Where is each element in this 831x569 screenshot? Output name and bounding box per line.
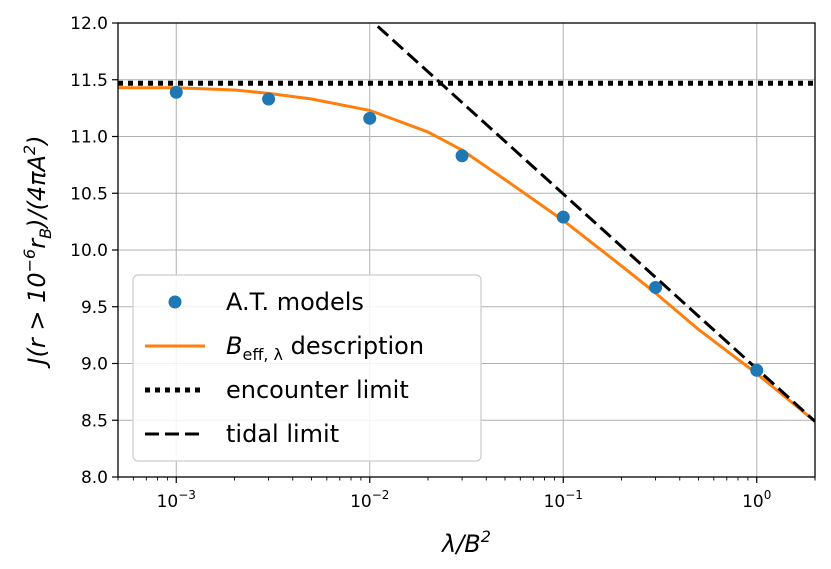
legend-label: tidal limit <box>226 420 339 448</box>
x-axis-label-exp: 2 <box>481 527 491 546</box>
y-tick-label: 11.5 <box>70 71 108 91</box>
y-axis-label-part: r <box>23 237 51 249</box>
y-axis-label-part: 2 <box>20 145 39 155</box>
legend-label: encounter limit <box>226 376 409 404</box>
series-line-3 <box>376 25 815 423</box>
x-tick-base: 10 <box>157 492 179 512</box>
legend-label-sub: eff, λ <box>242 345 283 364</box>
data-point <box>262 92 276 106</box>
legend: A.T. models Beff, λ description encounter … <box>132 274 482 462</box>
legend-label: Beff, λ description <box>226 332 424 364</box>
y-tick-label: 8.0 <box>81 468 108 488</box>
y-axis-label-part: J(r > 10 <box>23 272 51 368</box>
y-tick-label: 8.5 <box>81 411 108 431</box>
ticks: 8.08.59.09.510.010.511.011.512.010−3 10−2… <box>70 14 816 512</box>
axis-labels: λ/B2J(r > 10−6rB)/(4πA2) <box>20 135 491 558</box>
x-tick-base: 10 <box>544 492 566 512</box>
y-tick-label: 9.0 <box>81 355 108 375</box>
legend-label-main: B <box>226 332 242 360</box>
y-axis-label: J(r > 10−6rB)/(4πA2) <box>20 135 55 368</box>
y-tick-label: 10.5 <box>70 184 108 204</box>
x-axis-label-main: λ/B <box>440 530 481 558</box>
y-axis-label-part: B <box>36 228 55 239</box>
legend-label-rest: description <box>283 332 424 360</box>
x-tick-exponent: −3 <box>178 488 196 502</box>
x-tick-base: 10 <box>742 492 764 512</box>
data-point <box>363 111 377 125</box>
legend-label: A.T. models <box>226 288 364 316</box>
y-axis-label-part: −6 <box>20 249 39 273</box>
x-tick-exponent: −2 <box>372 488 390 502</box>
x-tick-exponent: −1 <box>565 488 583 502</box>
x-tick-label: 10−2 <box>350 488 389 512</box>
x-tick-label: 10−3 <box>157 488 196 512</box>
data-point <box>169 85 183 99</box>
legend-marker <box>168 295 182 309</box>
data-point <box>556 210 570 224</box>
y-axis-label-part: ) <box>23 135 51 146</box>
y-tick-label: 10.0 <box>70 241 108 261</box>
y-tick-label: 9.5 <box>81 298 108 318</box>
data-point <box>750 363 764 377</box>
x-axis-label: λ/B2 <box>440 527 491 558</box>
x-tick-exponent: 0 <box>764 488 772 502</box>
legend-box <box>132 274 482 462</box>
data-point <box>455 149 469 163</box>
x-tick-label: 100 <box>742 488 771 512</box>
data-point <box>649 280 663 294</box>
y-axis-label-part: )/(4πA <box>23 155 51 230</box>
x-tick-label: 10−1 <box>544 488 583 512</box>
y-tick-label: 11.0 <box>70 128 108 148</box>
x-tick-base: 10 <box>350 492 372 512</box>
plot-area <box>118 25 815 423</box>
y-tick-label: 12.0 <box>70 14 108 34</box>
